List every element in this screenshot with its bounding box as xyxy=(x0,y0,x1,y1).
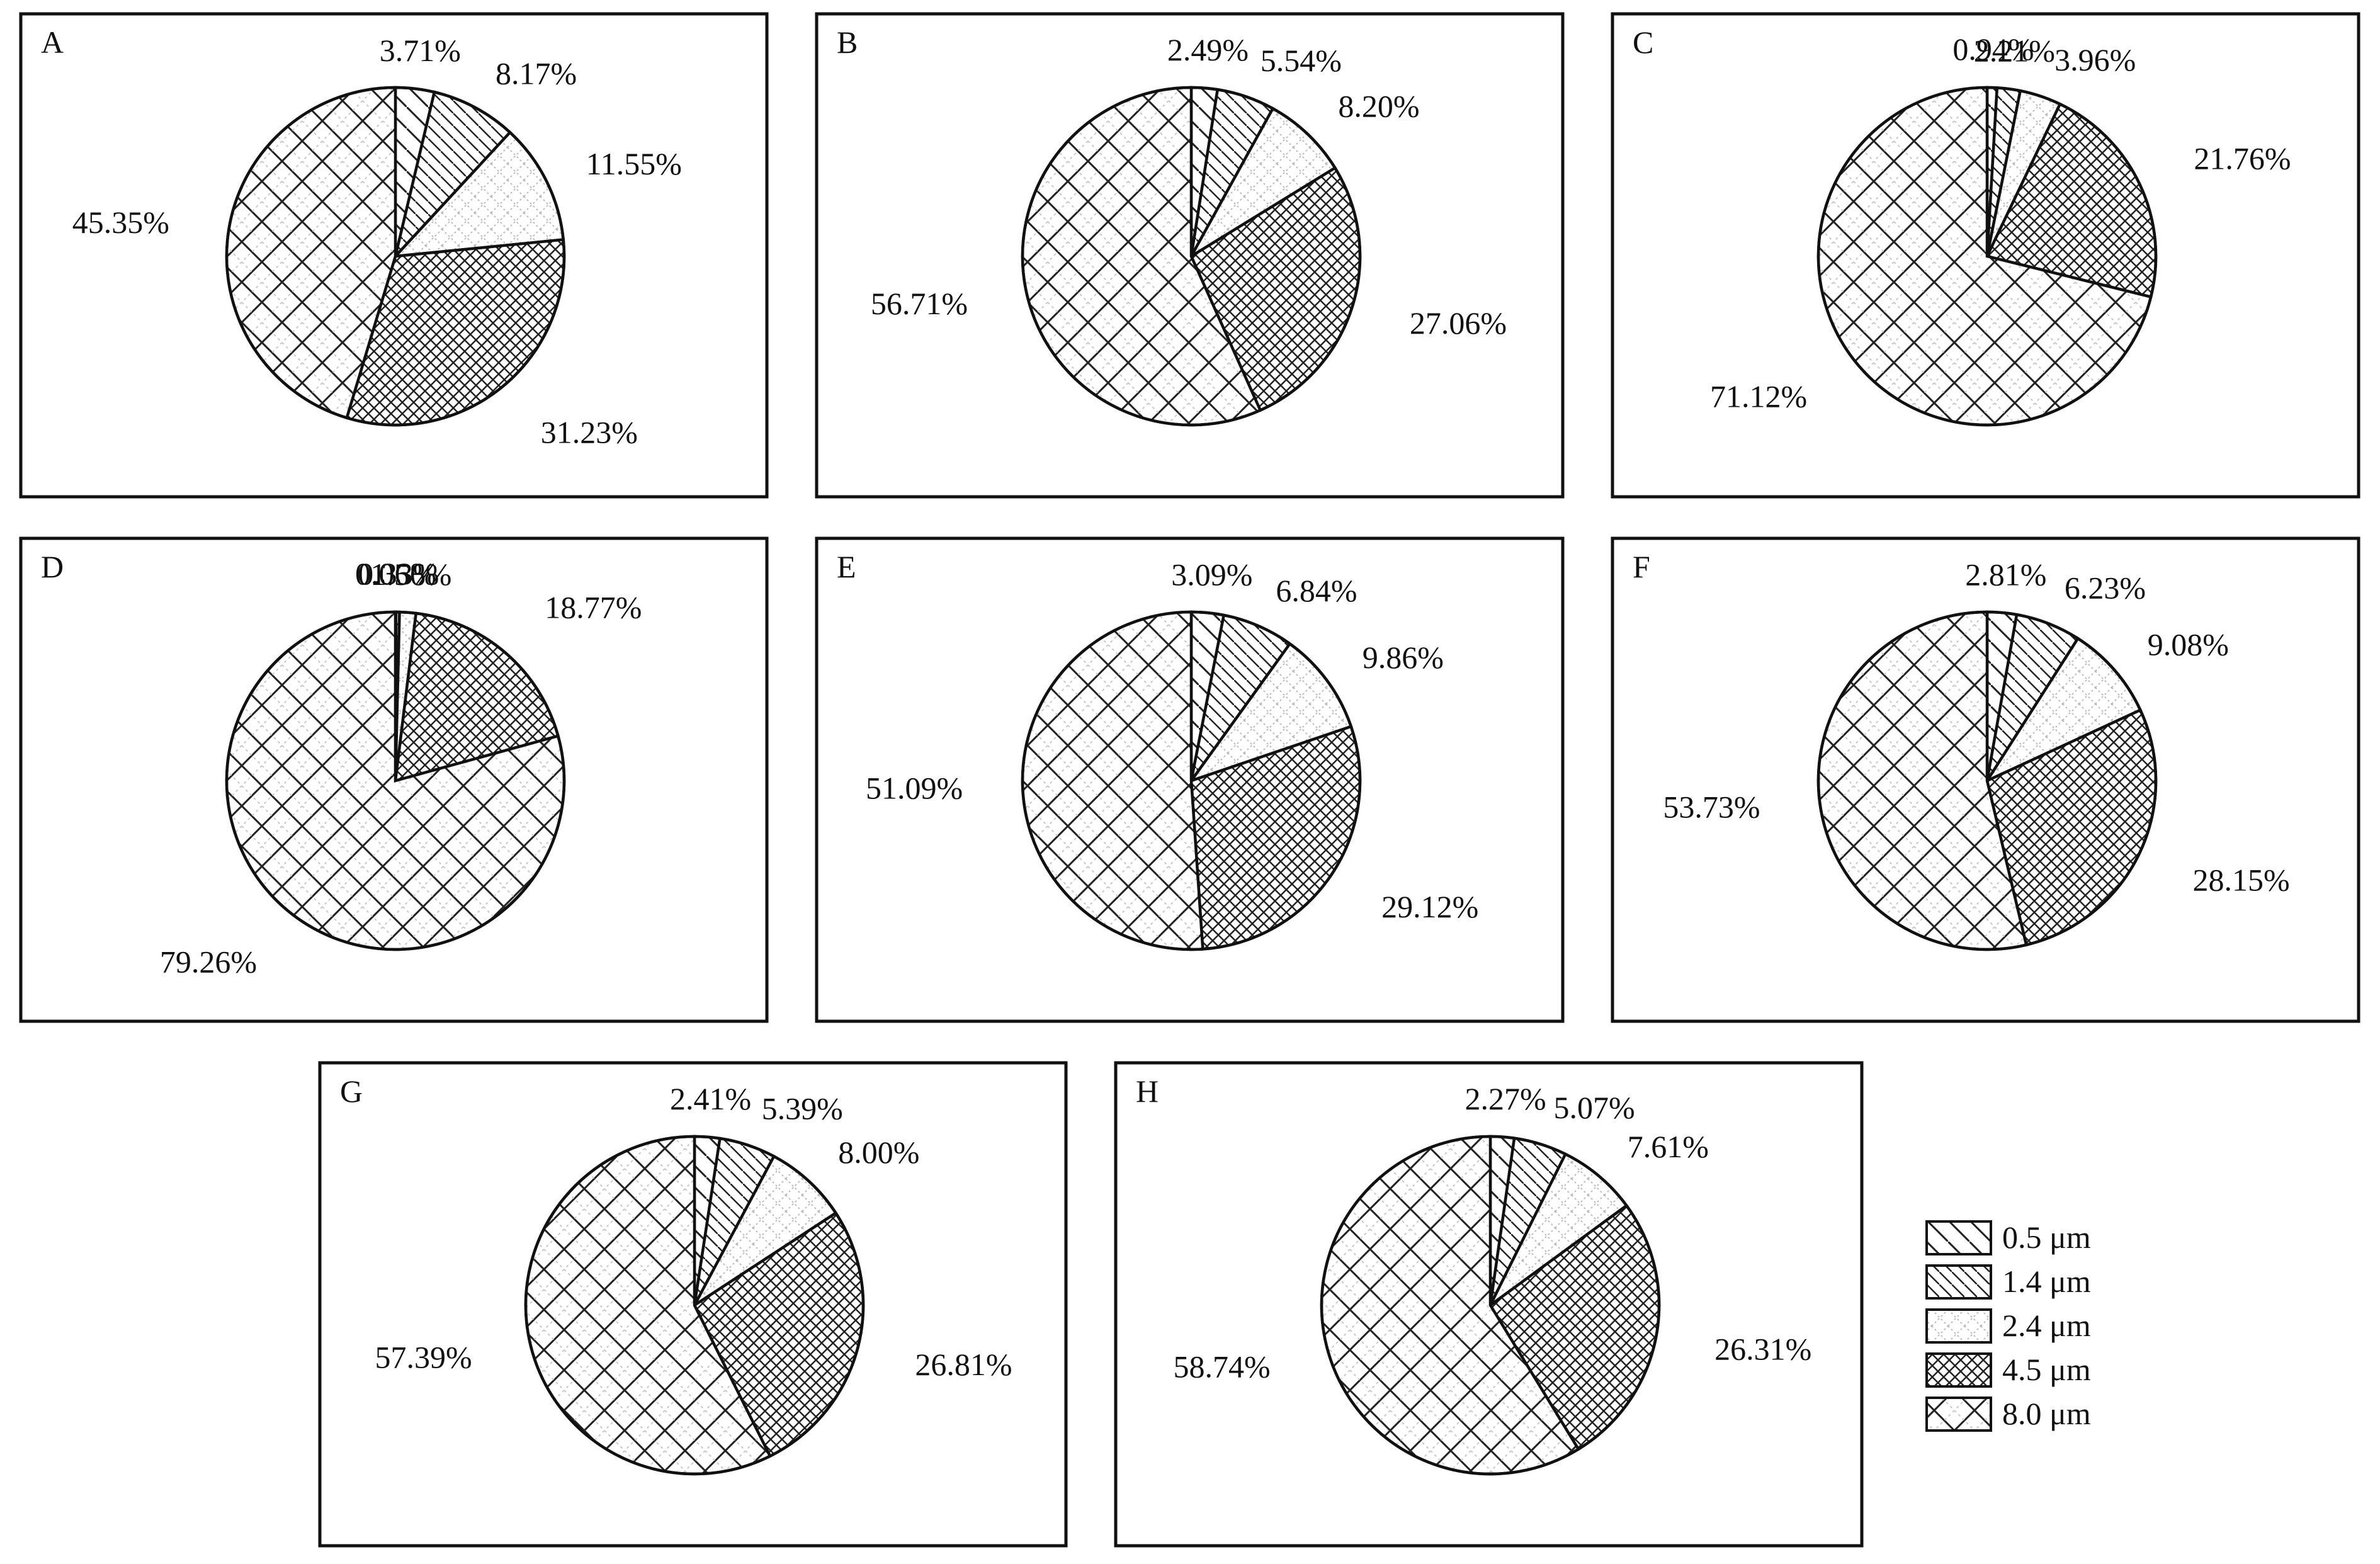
slice-label: 5.39% xyxy=(762,1091,843,1126)
pie-outline xyxy=(225,86,566,427)
slice-label: 3.96% xyxy=(2054,42,2136,77)
legend-item-4-5um: 4.5 μm xyxy=(1925,1352,2091,1388)
slice-label: 9.08% xyxy=(2148,626,2229,662)
panel-letter: H xyxy=(1136,1074,1159,1109)
legend-label-8-0um: 8.0 μm xyxy=(2002,1396,2091,1431)
slice-label: 7.61% xyxy=(1628,1129,1709,1164)
pie-outline xyxy=(225,610,566,951)
slice-label: 28.15% xyxy=(2193,863,2290,898)
slice-label: 0.94% xyxy=(1952,31,2034,67)
panel-letter: D xyxy=(41,549,64,584)
panel-letter: A xyxy=(41,25,64,60)
chart-legend: 0.5 μm 1.4 μm 2.4 μm 4.5 μm 8.0 μm xyxy=(1925,1220,2091,1432)
panel-frame xyxy=(318,1061,1068,1548)
pie-panel-b: B 2.49% 5.54% 8.20% 27.06% 56.71% xyxy=(815,12,1565,499)
slice-label: 53.73% xyxy=(1663,789,1760,824)
panel-frame xyxy=(1611,12,2360,499)
pie-slice-80 xyxy=(1021,610,1204,951)
slice-label: 71.12% xyxy=(1710,379,1807,414)
pie-outline xyxy=(1816,610,2158,951)
pie-panel-d: D 0.06%0.33%1.56% 18.77% 79.26% xyxy=(19,536,769,1023)
slice-label: 3.71% xyxy=(380,33,461,68)
panel-letter: E xyxy=(837,549,856,584)
legend-swatch-8-0um xyxy=(1925,1397,1992,1432)
slice-label: 6.23% xyxy=(2065,570,2146,606)
legend-label-0-5um: 0.5 μm xyxy=(2002,1220,2091,1255)
panel-letter: B xyxy=(837,25,858,60)
slice-label: 21.76% xyxy=(2194,140,2291,176)
slice-label: 2.41% xyxy=(670,1081,751,1116)
pie-outline xyxy=(524,1135,865,1476)
slice-label: 8.17% xyxy=(496,56,577,91)
legend-swatch-2-4um xyxy=(1925,1308,1992,1344)
slice-label: 2.27% xyxy=(1465,1081,1546,1116)
slice-label: 3.09% xyxy=(1171,557,1252,592)
legend-item-1-4um: 1.4 μm xyxy=(1925,1264,2091,1300)
pie-outline xyxy=(1816,86,2158,427)
slice-label: 8.00% xyxy=(838,1135,919,1170)
slice-label: 79.26% xyxy=(160,944,257,980)
panel-frame xyxy=(815,12,1565,499)
slice-label: 9.86% xyxy=(1363,640,1444,675)
slice-label: 51.09% xyxy=(866,770,963,805)
slice-label: 8.20% xyxy=(1338,89,1419,124)
slice-label: 27.06% xyxy=(1410,305,1507,341)
slice-label: 0.33% xyxy=(358,556,439,591)
slice-label: 2.21% xyxy=(1974,33,2055,69)
panel-frame xyxy=(815,536,1565,1023)
pie-panel-g: G 2.41% 5.39% 8.00% 26.81% 57.39% xyxy=(318,1061,1068,1548)
panel-frame xyxy=(19,12,769,499)
panel-letter: G xyxy=(340,1074,363,1109)
legend-item-2-4um: 2.4 μm xyxy=(1925,1308,2091,1344)
slice-label: 5.07% xyxy=(1554,1090,1635,1125)
slice-label: 11.55% xyxy=(586,146,682,181)
pie-panel-h: H 2.27% 5.07% 7.61% 26.31% 58.74% xyxy=(1114,1061,1864,1548)
panel-letter: C xyxy=(1633,25,1653,60)
slice-label: 0.06% xyxy=(355,556,436,591)
legend-label-2-4um: 2.4 μm xyxy=(2002,1308,2091,1343)
panel-frame xyxy=(19,536,769,1023)
slice-label: 45.35% xyxy=(72,205,169,240)
legend-swatch-1-4um xyxy=(1925,1264,1992,1300)
slice-label: 26.31% xyxy=(1714,1331,1811,1366)
slice-label: 5.54% xyxy=(1261,43,1342,78)
pie-outline xyxy=(1021,610,1362,951)
slice-label: 2.49% xyxy=(1167,32,1249,67)
pie-panel-e: E 3.09% 6.84%9.86% 29.12% 51.09% xyxy=(815,536,1565,1023)
slice-label: 1.56% xyxy=(370,557,451,592)
pie-panel-c: C 0.94%2.21% 3.96% 21.76% 71.12% xyxy=(1611,12,2360,499)
slice-label: 6.84% xyxy=(1276,573,1357,608)
slice-label: 18.77% xyxy=(545,589,642,625)
panel-frame xyxy=(1114,1061,1864,1548)
pie-panel-f: F 2.81% 6.23%9.08% 28.15% 53.73% xyxy=(1611,536,2360,1023)
legend-item-8-0um: 8.0 μm xyxy=(1925,1396,2091,1432)
legend-label-4-5um: 4.5 μm xyxy=(2002,1352,2091,1387)
panel-frame xyxy=(1611,536,2360,1023)
legend-label-1-4um: 1.4 μm xyxy=(2002,1264,2091,1299)
slice-label: 31.23% xyxy=(541,414,638,450)
legend-item-0-5um: 0.5 μm xyxy=(1925,1220,2091,1255)
pie-panel-a: A 3.71% 8.17% 11.55% 31.23% 45.35% xyxy=(19,12,769,499)
slice-label: 57.39% xyxy=(375,1340,472,1375)
legend-swatch-4-5um xyxy=(1925,1352,1992,1388)
slice-label: 58.74% xyxy=(1173,1349,1270,1384)
slice-label: 2.81% xyxy=(1965,557,2046,592)
pie-outline xyxy=(1320,1135,1661,1476)
slice-label: 26.81% xyxy=(915,1347,1012,1382)
pie-outline xyxy=(1021,86,1362,427)
panel-letter: F xyxy=(1633,549,1650,584)
slice-label: 29.12% xyxy=(1381,889,1478,924)
slice-label: 56.71% xyxy=(871,286,968,321)
legend-swatch-0-5um xyxy=(1925,1220,1992,1255)
